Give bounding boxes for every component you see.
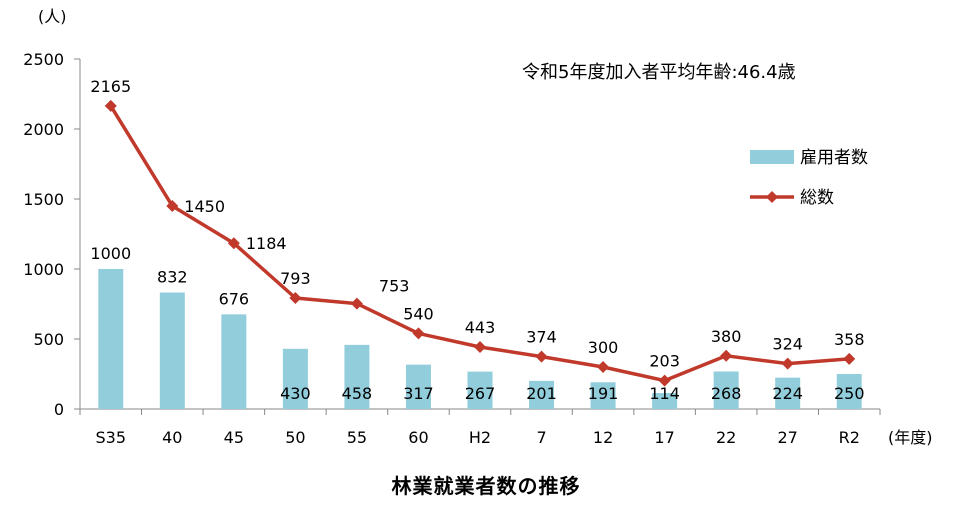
line-marker-total — [227, 237, 240, 250]
x-tick-label: 7 — [536, 428, 546, 447]
line-value-label: 203 — [649, 352, 680, 371]
x-tick-label: 27 — [778, 428, 798, 447]
line-marker-total — [597, 361, 610, 373]
bar-value-label: 114 — [649, 384, 680, 403]
line-marker-total — [843, 352, 856, 365]
x-tick-label: 50 — [285, 428, 305, 447]
y-tick-label: 2000 — [23, 120, 64, 139]
bar-value-label: 268 — [711, 384, 742, 403]
bar-value-label: 1000 — [90, 244, 131, 263]
line-marker-total — [289, 291, 302, 304]
x-tick-label: 60 — [408, 428, 428, 447]
x-tick-label: 22 — [716, 428, 736, 447]
line-value-label: 374 — [526, 328, 557, 347]
x-tick-label: 55 — [347, 428, 367, 447]
x-tick-label: 12 — [593, 428, 613, 447]
line-value-label: 358 — [834, 330, 865, 349]
y-tick-label: 2500 — [23, 50, 64, 69]
bar-value-label: 201 — [526, 384, 557, 403]
x-tick-label: S35 — [96, 428, 127, 447]
bar-employees — [159, 292, 185, 409]
line-marker-total — [658, 374, 671, 387]
line-value-label: 324 — [772, 335, 803, 354]
legend-marker — [766, 191, 778, 203]
bar-employees — [467, 371, 493, 409]
line-value-label: 443 — [465, 318, 496, 337]
legend: 雇用者数 総数 — [750, 148, 868, 208]
line-marker-total — [535, 350, 548, 363]
x-tick-label: 17 — [654, 428, 674, 447]
y-tick-label: 500 — [33, 330, 64, 349]
line-marker-total — [350, 297, 363, 310]
bar-value-label: 267 — [465, 384, 496, 403]
bar-employees — [529, 380, 555, 409]
line-value-label: 1184 — [246, 234, 287, 253]
bar-value-label: 430 — [280, 384, 311, 403]
bar-employees — [98, 269, 124, 409]
bar-value-label: 250 — [834, 384, 865, 403]
line-value-label: 540 — [403, 304, 434, 323]
y-tick-label: 1000 — [23, 260, 64, 279]
line-value-label: 300 — [588, 338, 619, 357]
x-tick-label: R2 — [839, 428, 860, 447]
line-marker-total — [781, 357, 794, 370]
x-tick-label: 45 — [224, 428, 244, 447]
y-axis-label: (人) — [38, 7, 67, 26]
bar-employees — [836, 374, 862, 409]
bar-employees — [221, 314, 247, 409]
chart-title: 林業就業者数の推移 — [392, 474, 581, 498]
line-value-label: 1450 — [184, 197, 225, 216]
line-value-label: 753 — [379, 277, 410, 296]
bar-employees — [405, 364, 431, 409]
x-tick-label: 40 — [162, 428, 182, 447]
x-tick-label: H2 — [469, 428, 491, 447]
bar-employees — [344, 344, 370, 409]
line-value-label: 2165 — [90, 77, 131, 96]
y-tick-label: 1500 — [23, 190, 64, 209]
x-axis-label: (年度) — [888, 428, 933, 447]
bar-employees — [590, 382, 616, 409]
bar-value-label: 317 — [403, 384, 434, 403]
bar-value-label: 676 — [219, 289, 250, 308]
legend-label-bar: 雇用者数 — [800, 148, 868, 168]
line-marker-total — [412, 327, 425, 340]
bar-employees — [282, 348, 308, 409]
annotation-note: 令和5年度加入者平均年齢:46.4歳 — [522, 62, 796, 83]
line-marker-total — [720, 349, 733, 362]
bar-employees — [652, 393, 678, 409]
line-value-label: 793 — [280, 269, 311, 288]
line-marker-total — [166, 200, 179, 212]
legend-swatch-bar — [750, 150, 794, 164]
bar-value-label: 832 — [157, 268, 188, 287]
bar-value-label: 191 — [588, 384, 619, 403]
line-value-label: 380 — [711, 327, 742, 346]
legend-label-line: 総数 — [800, 188, 834, 208]
bar-employees — [775, 377, 801, 409]
bar-value-label: 224 — [772, 384, 803, 403]
line-marker-total — [104, 99, 117, 112]
bar-value-label: 458 — [342, 384, 373, 403]
bar-employees — [713, 371, 739, 409]
line-marker-total — [474, 340, 486, 353]
y-tick-label: 0 — [54, 400, 64, 419]
